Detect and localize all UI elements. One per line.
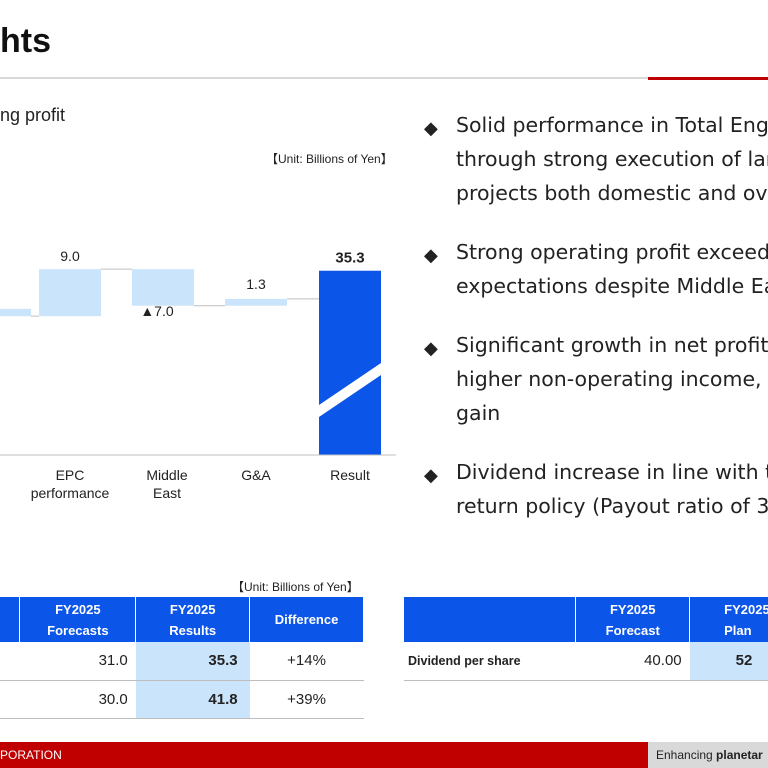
profit-table: FY2025 Forecasts FY2025 Results Differen… <box>0 597 364 719</box>
table-cell: 52 <box>689 642 768 681</box>
table-cell: Dividend per share <box>404 642 576 681</box>
table-header-cell <box>404 597 577 642</box>
category-label: Result <box>330 467 370 483</box>
title-accent-bar <box>648 77 768 80</box>
bullet-line: Solid performance in Total Engi <box>456 113 768 137</box>
table-cell: +14% <box>249 642 364 681</box>
table-header-cell: Difference <box>249 597 364 642</box>
table-cell <box>0 642 20 681</box>
table-row: Dividend per share 40.00 52 <box>404 642 768 681</box>
table-cell: 35.3 <box>135 642 250 681</box>
table-header-row: FY2025 Forecast FY2025 Plan <box>404 597 768 642</box>
highlight-bullet: ◆ Dividend increase in line with th retu… <box>424 455 768 523</box>
category-label-line: East <box>153 485 181 501</box>
highlight-bullet: ◆ Solid performance in Total Engi throug… <box>424 108 768 210</box>
diamond-bullet-icon: ◆ <box>424 338 438 359</box>
bullet-line: Significant growth in net profit <box>456 333 768 357</box>
chart-unit-label: 【Unit: Billions of Yen】 <box>266 152 393 166</box>
category-label-line: G&A <box>241 467 271 483</box>
category-label: G&A <box>241 467 271 483</box>
bullet-line: projects both domestic and ove <box>456 181 768 205</box>
table-header-row: FY2025 Forecasts FY2025 Results Differen… <box>0 597 364 642</box>
table-header-cell: FY2025 Results <box>135 597 251 642</box>
footer-bar <box>0 742 768 768</box>
table-row: 30.0 41.8 +39% <box>0 680 364 719</box>
footer-tagline: Enhancing planetar <box>656 748 763 762</box>
table-unit-label: 【Unit: Billions of Yen】 <box>232 580 359 594</box>
table-header-cell: FY2025 Plan <box>689 597 768 642</box>
page-title: hts <box>0 22 51 60</box>
table-cell: 41.8 <box>135 680 250 719</box>
data-label: 35.3 <box>335 250 364 267</box>
bullet-line: through strong execution of larg <box>456 147 768 171</box>
highlights-list: ◆ Solid performance in Total Engi throug… <box>424 108 768 548</box>
bullet-line: higher non-operating income, i <box>456 367 768 391</box>
table-cell: 30.0 <box>19 680 136 719</box>
bullet-line: gain <box>456 401 501 425</box>
table-cell <box>0 680 20 719</box>
waterfall-bar <box>132 269 194 306</box>
diamond-bullet-icon: ◆ <box>424 118 438 139</box>
bullet-line: expectations despite Middle Eas <box>456 274 768 298</box>
tagline-bold: planetar <box>716 748 763 762</box>
category-label-line: performance <box>31 485 110 501</box>
diamond-bullet-icon: ◆ <box>424 465 438 486</box>
table-cell: 31.0 <box>19 642 136 681</box>
category-label: EPC performance <box>31 467 110 501</box>
data-label: 9.0 <box>60 248 80 264</box>
waterfall-bar <box>39 269 101 317</box>
footer-tagline-box <box>648 742 768 768</box>
axis-break-mark <box>319 363 381 417</box>
highlight-bullet: ◆ Significant growth in net profit highe… <box>424 328 768 430</box>
waterfall-bar <box>0 308 31 317</box>
waterfall-bar <box>319 270 381 455</box>
table-row: 31.0 35.3 +14% <box>0 642 364 681</box>
bullet-line: return policy (Payout ratio of 30 <box>456 494 768 518</box>
data-label: 1.3 <box>246 276 266 292</box>
table-header-cell: FY2025 Forecast <box>575 597 691 642</box>
dividend-table: FY2025 Forecast FY2025 Plan Dividend per… <box>404 597 768 681</box>
table-cell: +39% <box>249 680 364 719</box>
data-label: ▲7.0 <box>140 303 174 319</box>
waterfall-bar <box>225 298 287 306</box>
diamond-bullet-icon: ◆ <box>424 245 438 266</box>
footer-company: PORATION <box>0 748 62 762</box>
waterfall-chart: 9.0 ▲7.0 1.3 35.3 EPC performance Middle East G&… <box>0 248 396 501</box>
table-header-cell: FY2025 Forecasts <box>19 597 137 642</box>
bullet-line: Strong operating profit exceedi <box>456 240 768 264</box>
category-label-line: Result <box>330 467 370 483</box>
category-label: Middle East <box>146 467 187 501</box>
category-label-line: EPC <box>56 467 85 483</box>
table-header-cell <box>0 597 21 642</box>
highlight-bullet: ◆ Strong operating profit exceedi expect… <box>424 235 768 303</box>
tagline-prefix: Enhancing <box>656 748 717 762</box>
title-divider <box>0 77 768 79</box>
category-label-line: Middle <box>146 467 187 483</box>
chart-subtitle: ng profit <box>0 105 66 125</box>
bullet-line: Dividend increase in line with th <box>456 460 768 484</box>
dividend-table-wrapper: FY2025 Forecast FY2025 Plan Dividend per… <box>404 597 768 681</box>
table-cell: 40.00 <box>575 642 690 681</box>
